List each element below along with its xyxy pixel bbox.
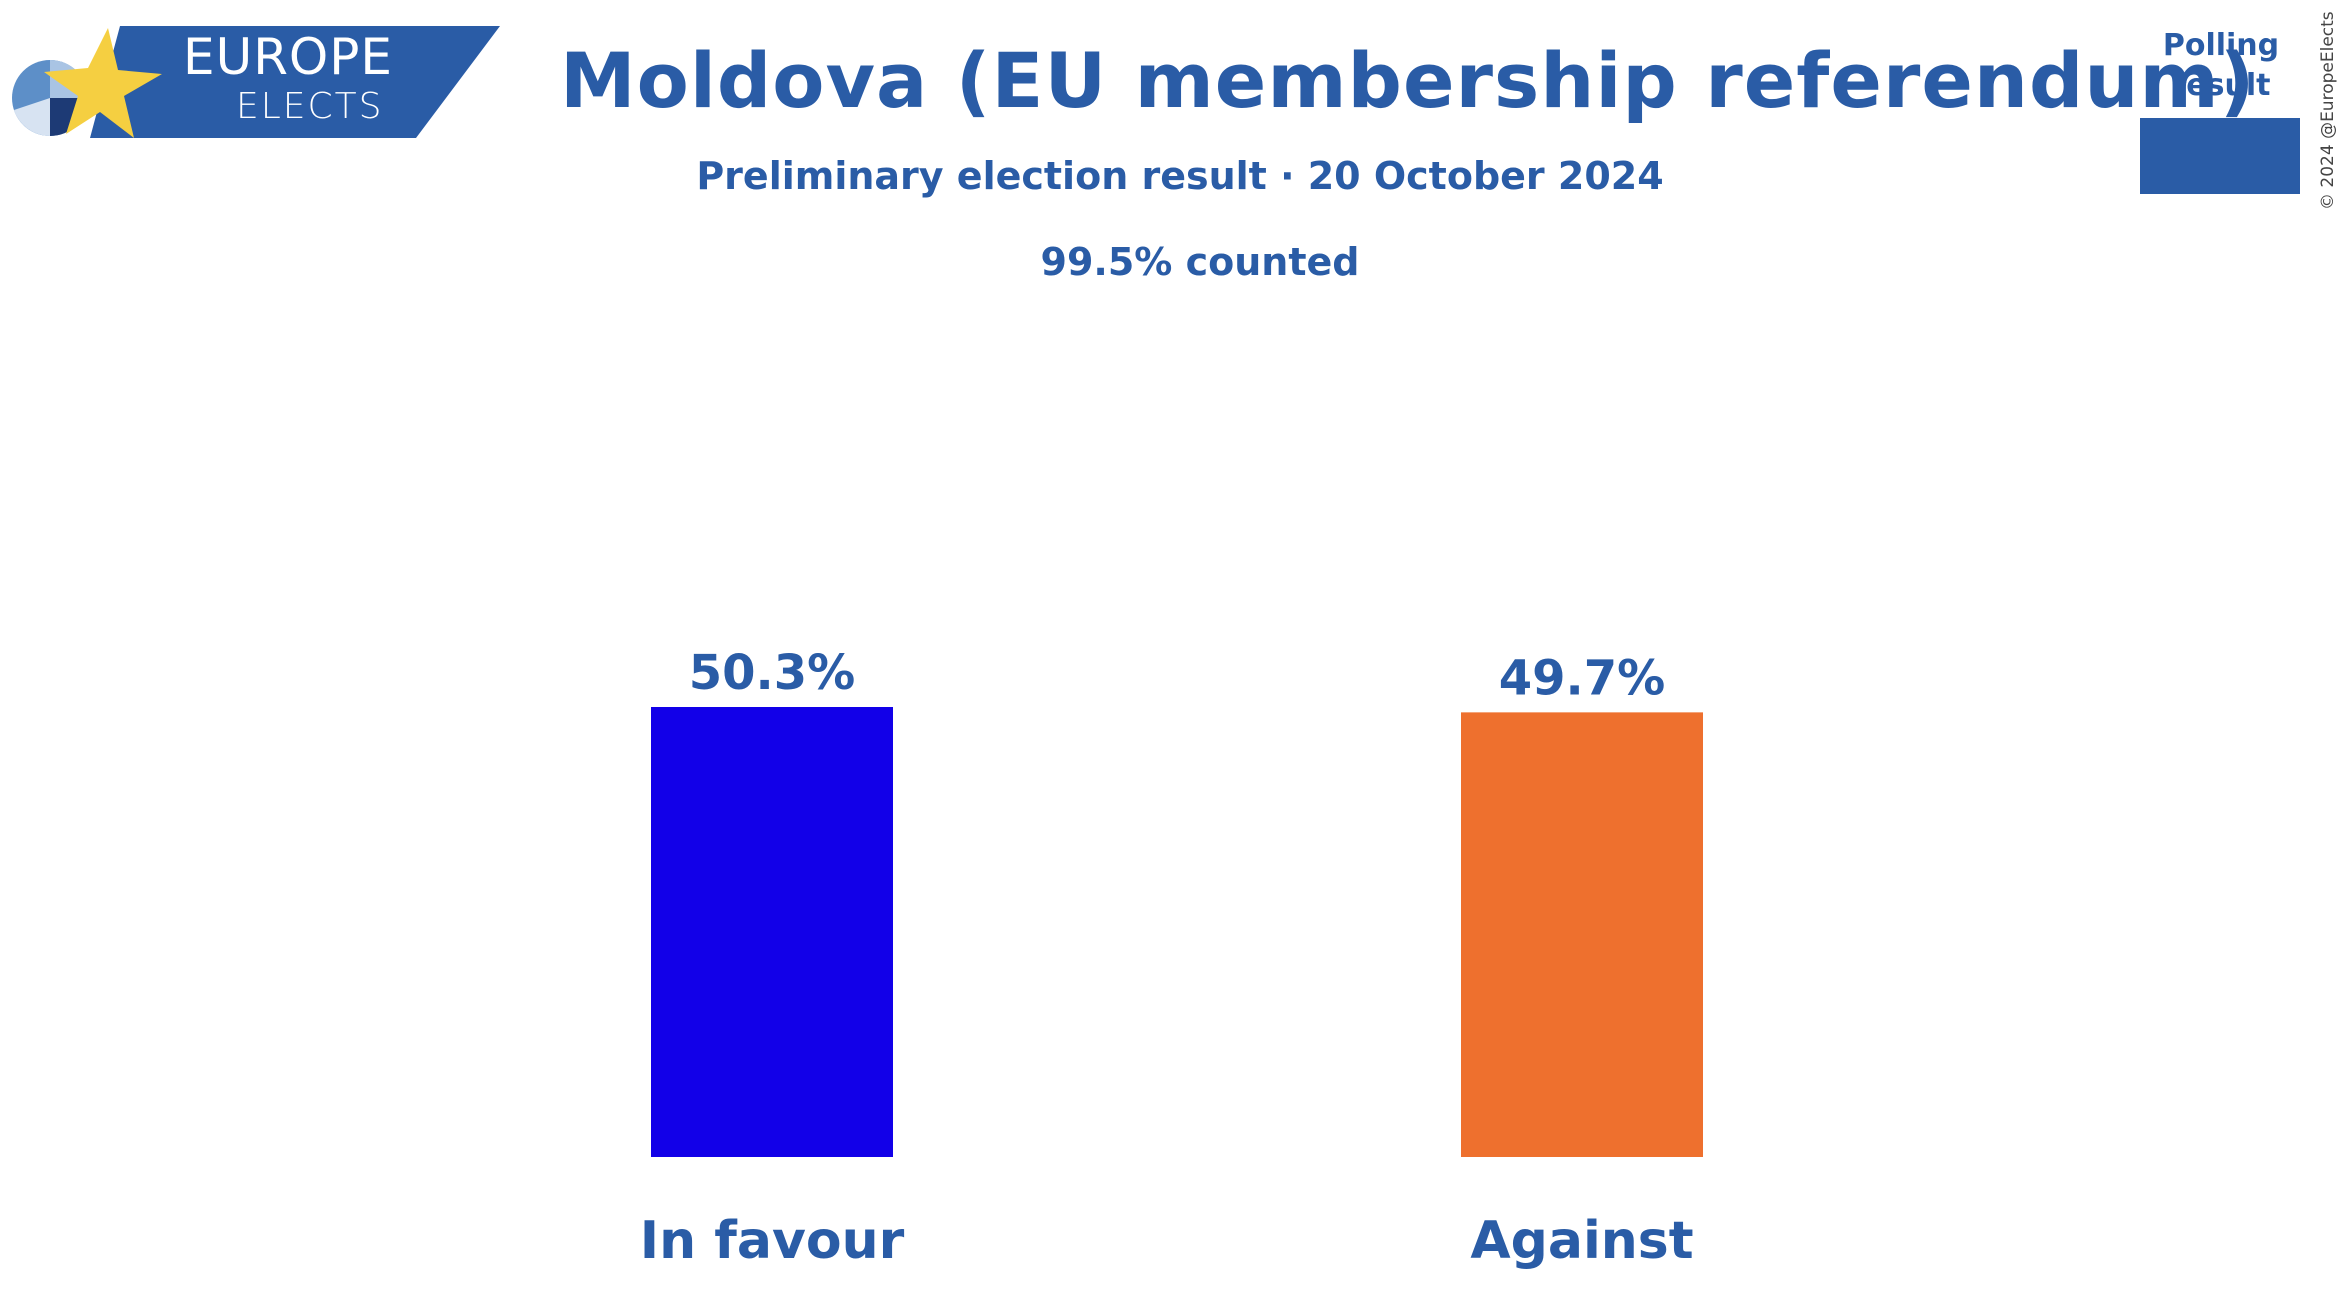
europe-elects-logo: EUROPE ELECTS	[0, 0, 510, 150]
logo-word-europe: EUROPE	[183, 28, 394, 86]
legend-swatch	[2140, 118, 2300, 194]
value-label-against: 49.7%	[1499, 650, 1666, 706]
bar-against	[1461, 712, 1703, 1157]
page-title: Moldova (EU membership referendum)	[560, 36, 2256, 125]
page-subtitle: Preliminary election result · 20 October…	[696, 154, 1664, 198]
logo-word-elects: ELECTS	[236, 86, 384, 127]
legend-label-line1: Polling	[2162, 28, 2280, 63]
counted-status: 99.5% counted	[1040, 240, 1360, 284]
legend: Polling result	[2140, 26, 2302, 194]
logo-graphic	[12, 26, 500, 138]
category-label-against: Against	[1470, 1211, 1693, 1271]
logo-star-icon	[44, 28, 162, 138]
category-label-in-favour: In favour	[640, 1211, 905, 1271]
legend-label-line2: result	[2171, 68, 2271, 103]
value-label-in-favour: 50.3%	[689, 645, 856, 701]
logo-banner	[90, 26, 500, 138]
bar-in-favour	[651, 707, 893, 1157]
